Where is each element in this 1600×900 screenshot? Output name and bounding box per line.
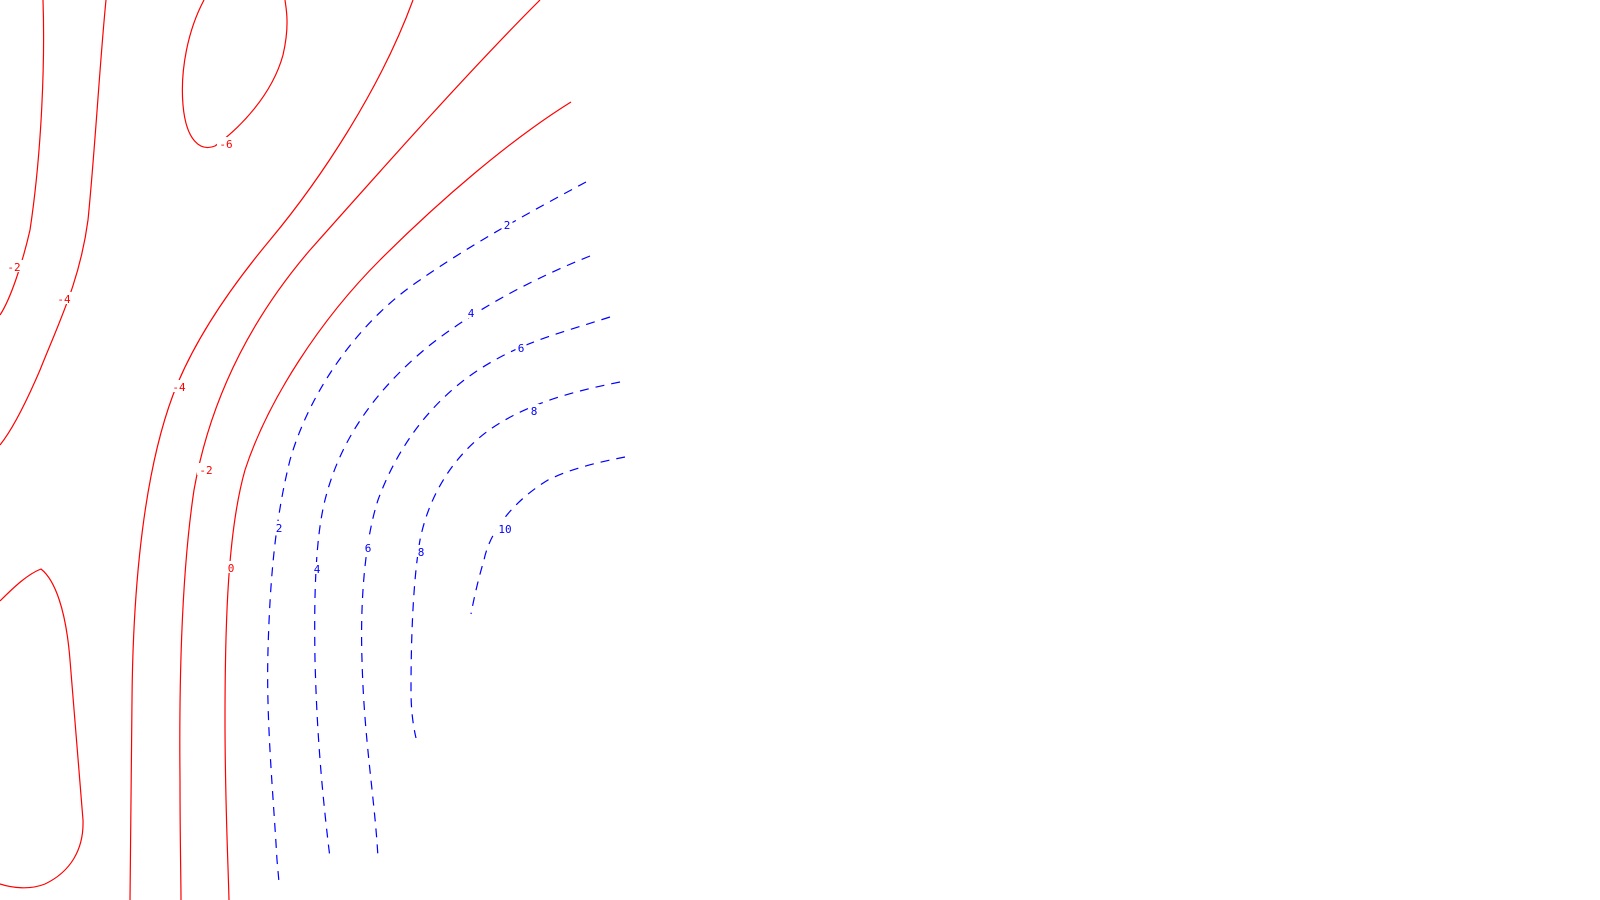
contour-zero: [224, 101, 572, 900]
contour-low-closed: [0, 568, 84, 889]
contour-label-background: [362, 541, 374, 553]
contour-label-contour-pos2: 2: [276, 522, 283, 535]
contour-pos10: [470, 456, 626, 615]
contour-label-background: [55, 292, 73, 304]
contour-label-contour-pos4: 4: [314, 563, 321, 576]
contour-neg4-left: [0, 0, 107, 446]
contour-pos8: [410, 381, 621, 739]
contour-label-background: [311, 562, 323, 574]
contour-pos2: [267, 181, 587, 886]
contour-label-contour-neg4-left: -4: [57, 293, 71, 306]
contour-label-background: [197, 463, 215, 475]
contour-label-contour-pos2: 2: [504, 219, 511, 232]
contour-label-contour-neg2-left: -2: [7, 261, 20, 274]
contour-label-contour-pos8: 8: [531, 405, 538, 418]
contour-label-contour-zero: 0: [228, 562, 235, 575]
contour-pos6: [360, 316, 611, 859]
contour-label-contour-pos6: 6: [365, 542, 372, 555]
contour-label-background: [515, 341, 527, 353]
contour-label-contour-pos10: 10: [498, 523, 511, 536]
contour-neg2-mid: [179, 0, 541, 900]
contour-label-background: [528, 404, 540, 416]
contour-pos4: [314, 255, 591, 859]
contour-neg2-left: [0, 0, 45, 316]
contour-label-background: [496, 522, 514, 534]
contour-label-contour-pos4: 4: [468, 307, 475, 320]
contour-label-background: [170, 380, 188, 392]
contour-neg6-top: [181, 0, 288, 148]
contour-label-background: [225, 561, 237, 573]
contour-label-background: [273, 521, 285, 533]
contour-label-contour-neg4-mid: -4: [172, 381, 186, 394]
contour-label-background: [217, 137, 235, 149]
contour-neg4-mid: [129, 0, 414, 900]
contour-label-contour-neg2-mid: -2: [199, 464, 212, 477]
contour-label-contour-pos8: 8: [418, 546, 425, 559]
contour-label-background: [501, 218, 513, 230]
contour-label-background: [465, 306, 477, 318]
contour-label-contour-neg6-top: -6: [219, 138, 232, 151]
contour-label-background: [415, 545, 427, 557]
contour-label-background: [5, 260, 23, 272]
contour-label-contour-pos6: 6: [518, 342, 525, 355]
